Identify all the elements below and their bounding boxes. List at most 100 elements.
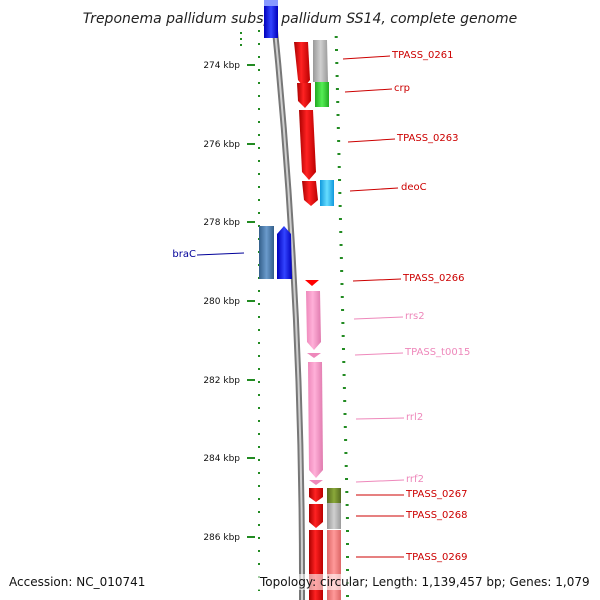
gene-label-leader <box>342 55 391 60</box>
guide-dot <box>341 309 345 311</box>
guide-dot <box>240 44 242 46</box>
ruler-tick-label: 274 kbp <box>203 61 240 71</box>
feature-tpass-0267 <box>309 488 323 502</box>
guide-dot <box>340 296 344 298</box>
feature-tpass-0263 <box>299 110 316 180</box>
feature-crp-red <box>297 83 311 108</box>
guide-dot <box>258 186 260 188</box>
guide-dot <box>335 75 339 77</box>
gene-label-leader <box>355 479 405 483</box>
guide-dots <box>240 30 349 597</box>
guide-dot <box>346 595 349 597</box>
ruler-tick-label: 286 kbp <box>203 533 240 543</box>
feature-tpass-0266 <box>305 280 319 286</box>
gene-label[interactable]: TPASS_t0015 <box>404 347 470 358</box>
ruler-tick-label: 280 kbp <box>203 297 240 307</box>
feature-olive <box>327 488 341 503</box>
guide-dot <box>258 303 260 305</box>
guide-dot <box>258 43 260 45</box>
guide-dot <box>335 88 339 90</box>
feature-top-blue <box>264 0 278 38</box>
gene-label[interactable]: rrf2 <box>406 474 424 485</box>
guide-dot <box>337 153 341 155</box>
guide-dot <box>258 290 260 292</box>
guide-dot <box>258 381 260 383</box>
guide-dot <box>343 413 347 415</box>
gene-label[interactable]: TPASS_0268 <box>405 510 467 521</box>
guide-dot <box>342 387 346 389</box>
gene-label-leader <box>349 187 399 192</box>
guide-dot <box>342 361 346 363</box>
guide-dot <box>258 316 260 318</box>
guide-dot <box>346 556 349 558</box>
gene-label[interactable]: rrl2 <box>406 412 423 423</box>
guide-dot <box>258 95 260 97</box>
ruler-tick-label: 282 kbp <box>203 376 240 386</box>
guide-dot <box>343 426 347 428</box>
gene-label[interactable]: TPASS_0267 <box>405 489 467 500</box>
accession-label: Accession: NC_010741 <box>9 575 145 589</box>
guide-dot <box>258 511 260 513</box>
guide-dot <box>258 121 260 123</box>
guide-dot <box>338 192 342 194</box>
guide-dot <box>338 205 342 207</box>
guide-dot <box>258 134 260 136</box>
guide-dot <box>258 550 260 552</box>
gene-label[interactable]: TPASS_0269 <box>405 552 467 563</box>
guide-dot <box>258 173 260 175</box>
guide-dot <box>258 108 260 110</box>
ruler-tick-label: 278 kbp <box>203 218 240 228</box>
guide-dot <box>258 537 260 539</box>
guide-dot <box>336 114 340 116</box>
gene-label-leader <box>354 352 404 356</box>
guide-dot <box>340 283 344 285</box>
guide-dot <box>258 69 260 71</box>
guide-dot <box>338 218 342 220</box>
ruler-tick-label: 276 kbp <box>203 140 240 150</box>
gene-label[interactable]: crp <box>394 83 410 94</box>
gene-label-leader <box>355 417 405 420</box>
guide-dot <box>258 355 260 357</box>
gene-label[interactable]: TPASS_0261 <box>391 50 453 61</box>
guide-dot <box>341 348 345 350</box>
guide-dot <box>258 199 260 201</box>
guide-dot <box>258 563 260 565</box>
guide-dot <box>341 322 345 324</box>
feature-top-blue-light <box>264 0 278 6</box>
gene-label-leader <box>344 88 393 93</box>
guide-dot <box>258 394 260 396</box>
feature-rrf2 <box>309 480 323 485</box>
guide-dot <box>258 82 260 84</box>
feature-brac-steel <box>259 226 274 279</box>
genome-backbone-highlight <box>271 0 304 600</box>
guide-dot <box>344 465 348 467</box>
guide-dot <box>258 329 260 331</box>
guide-dot <box>258 498 260 500</box>
map-title: Treponema pallidum subsp. pallidum SS14,… <box>83 11 518 27</box>
guide-dot <box>258 407 260 409</box>
gene-label[interactable]: rrs2 <box>405 311 425 322</box>
guide-dot <box>346 530 349 532</box>
guide-dot <box>337 140 341 142</box>
guide-dot <box>258 56 260 58</box>
guide-dot <box>339 231 343 233</box>
topology-backdrop <box>258 574 594 590</box>
gene-label[interactable]: braC <box>172 249 196 260</box>
feature-gray-1 <box>313 40 328 82</box>
guide-dot <box>258 459 260 461</box>
gene-label[interactable]: TPASS_0266 <box>402 273 464 284</box>
guide-dot <box>340 270 344 272</box>
gene-label[interactable]: deoC <box>401 182 427 193</box>
gene-label-leader <box>196 252 245 256</box>
guide-dot <box>339 257 343 259</box>
guide-dot <box>240 32 242 34</box>
guide-dot <box>258 433 260 435</box>
guide-dot <box>258 160 260 162</box>
guide-dot <box>344 439 348 441</box>
guide-dot <box>342 374 346 376</box>
gene-label[interactable]: TPASS_0263 <box>396 133 458 144</box>
guide-dot <box>258 212 260 214</box>
guide-dot <box>337 166 341 168</box>
feature-tpass-0261 <box>294 42 310 85</box>
